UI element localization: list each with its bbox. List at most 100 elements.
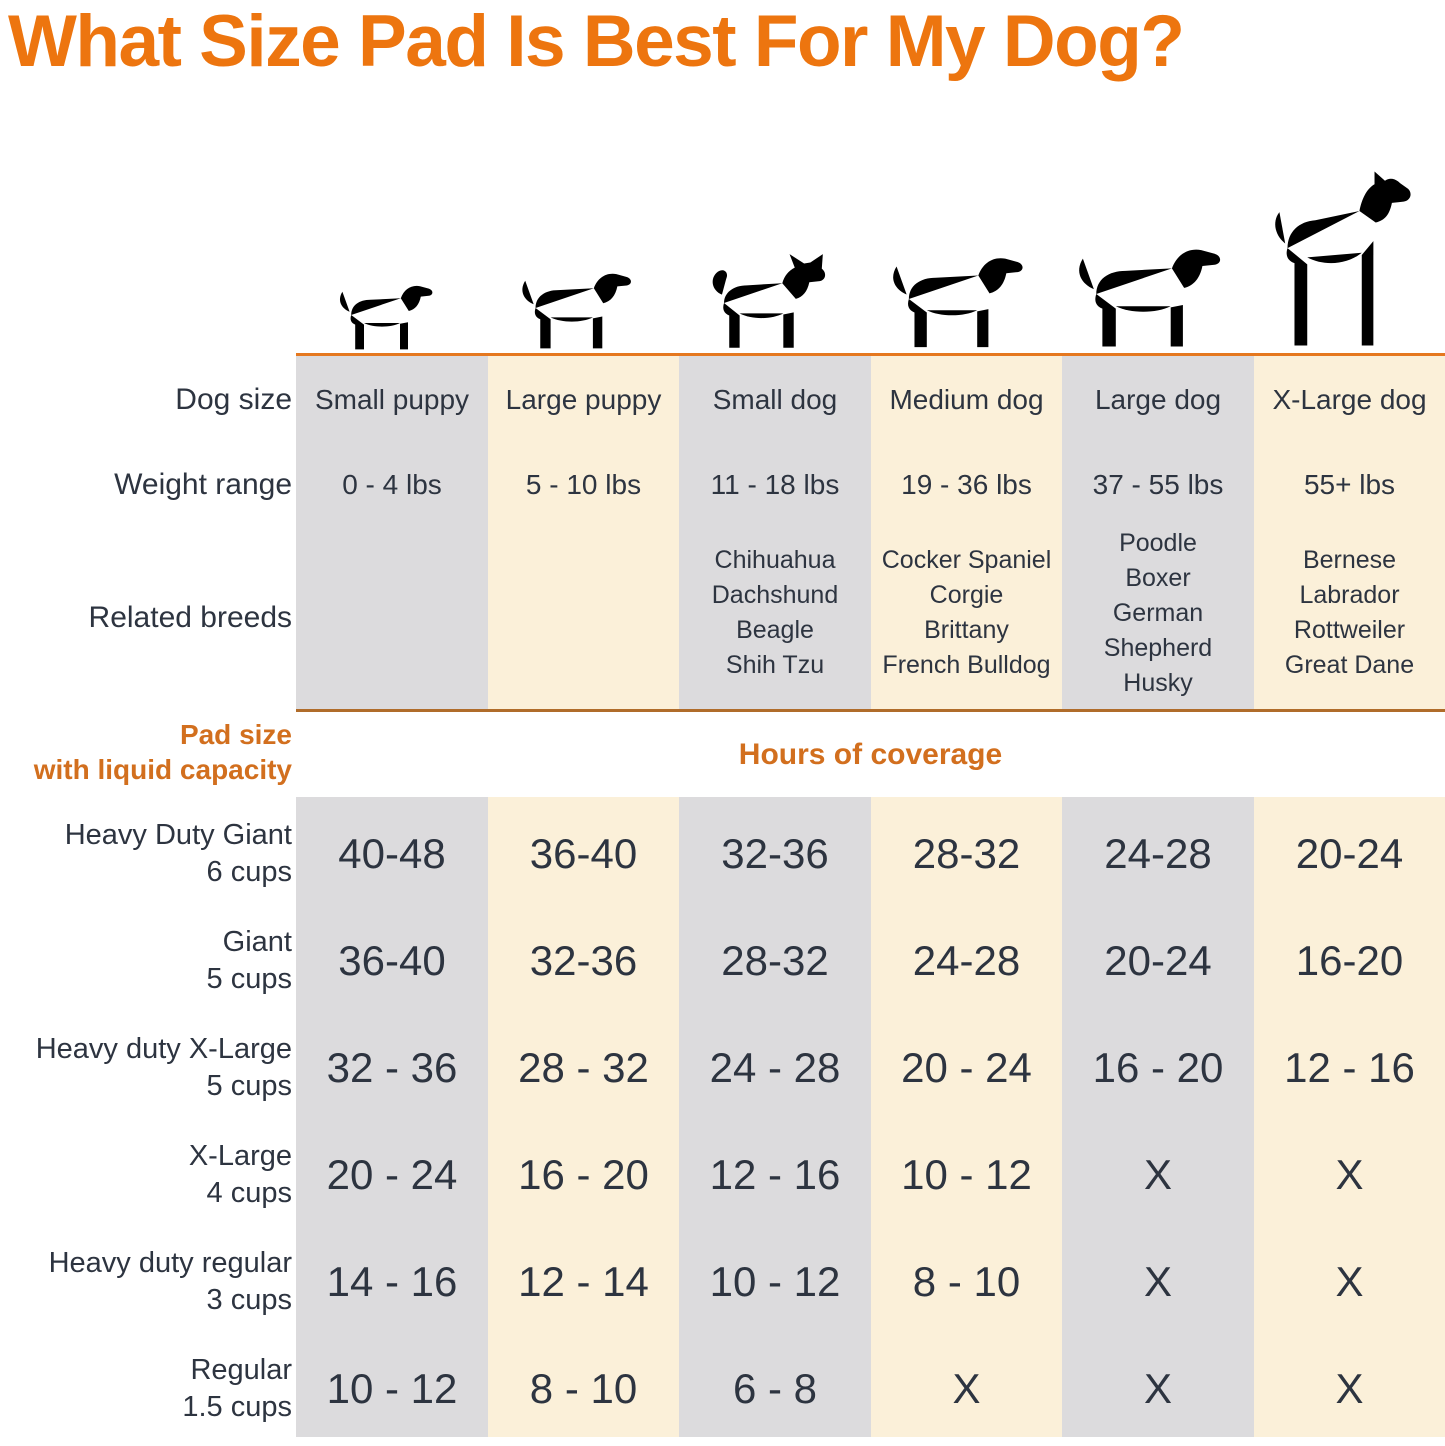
column-bg-medium-dog-data [871,797,1062,1437]
pad-capacity: 4 cups [206,1177,292,1209]
breed: Boxer [1125,563,1191,592]
hours-cell: 36-40 [529,830,638,877]
pad-row-label-giant: Giant 5 cups [0,924,292,998]
breed: Corgie [929,581,1004,609]
hours-cell: X [1143,1151,1172,1198]
column-bg-large-puppy-data [488,797,679,1437]
hours-cell: 12 - 16 [709,1151,841,1198]
hours-cell: 8 - 10 [529,1365,638,1412]
hours-cell: 20-24 [1295,830,1404,877]
pad-capacity: 1.5 cups [182,1391,292,1423]
hours-cell: 10 - 12 [709,1258,841,1305]
pad-row-label-regular: Regular 1.5 cups [0,1352,292,1426]
weight-cell-small-dog: 11 - 18 lbs [710,469,840,500]
column-header-medium-dog: Medium dog [889,384,1044,415]
pad-capacity: 3 cups [206,1284,292,1316]
small-dog-icon [697,251,853,355]
hours-cell: X [1143,1365,1172,1412]
hours-cell: 32-36 [721,830,829,877]
column-header-large-puppy: Large puppy [505,384,662,415]
ground-line [296,353,1445,356]
hours-cell: 32 - 36 [326,1044,458,1091]
x-large-dog-icon [1262,169,1436,355]
breeds-cell-small-dog: Chihuahua Dachshund Beagle Shih Tzu [679,520,871,706]
pad-name: Regular [190,1354,292,1386]
pad-capacity: 6 cups [206,856,292,888]
hours-cell: 8 - 10 [912,1258,1021,1305]
column-bg-large-puppy-header [488,356,679,709]
column-header-small-dog: Small dog [712,384,838,415]
hours-cell: 24-28 [912,937,1021,984]
hours-cell: 10 - 12 [326,1365,458,1412]
breed: Dachshund [711,581,839,609]
breeds-cell-large-dog: Poodle Boxer German Shepherd Husky [1062,515,1254,711]
hours-cell: 28 - 32 [518,1044,649,1091]
hours-cell: 32-36 [529,937,638,984]
breed: Labrador [1299,581,1400,609]
pad-size-label-line2: with liquid capacity [33,754,292,785]
row-header-weight-range: Weight range [114,468,292,501]
section-divider-line [296,709,1445,712]
hours-cell: 28-32 [912,830,1021,877]
breed: Chihuahua [714,546,836,574]
hours-cell: 14 - 16 [326,1258,458,1305]
weight-cell-large-puppy: 5 - 10 lbs [525,469,642,500]
breed: Beagle [736,616,814,644]
hours-cell: 20 - 24 [326,1151,458,1198]
pad-name: Heavy Duty Giant [64,819,292,851]
column-bg-x-large-dog-header [1254,356,1445,709]
hours-cell: X [1335,1151,1364,1198]
page-title: What Size Pad Is Best For My Dog? [8,1,1185,82]
pad-row-label-heavy-duty-regular: Heavy duty regular 3 cups [0,1245,292,1319]
hours-cell: X [1335,1365,1364,1412]
weight-cell-large-dog: 37 - 55 lbs [1092,469,1224,500]
pad-name: Giant [222,926,292,958]
hours-cell: 16-20 [1295,937,1404,984]
column-bg-small-dog-header [679,356,871,709]
breed: Shih Tzu [725,651,825,679]
medium-dog-icon [882,243,1050,355]
breed: Great Dane [1284,651,1415,679]
hours-cell: 40-48 [338,830,446,877]
row-header-related-breeds: Related breeds [88,601,292,634]
breeds-cell-medium-dog: Cocker Spaniel Corgie Brittany French Bu… [871,520,1062,706]
column-header-small-puppy: Small puppy [314,384,470,415]
pad-size-label-line1: Pad size [179,719,292,750]
column-bg-large-dog-header [1062,356,1254,709]
pad-capacity: 5 cups [206,1070,292,1102]
hours-cell: 16 - 20 [1092,1044,1224,1091]
breed: Rottweiler [1293,616,1406,644]
hours-cell: 24 - 28 [709,1044,841,1091]
pad-size-section-label: Pad size with liquid capacity [0,717,292,787]
hours-cell: 10 - 12 [901,1151,1032,1198]
breed: German Shepherd [1103,598,1213,662]
breed: Poodle [1119,528,1197,557]
hours-cell: X [1335,1258,1364,1305]
pad-name: Heavy duty regular [48,1247,292,1279]
breed: Cocker Spaniel [881,546,1052,574]
breed: Brittany [924,616,1009,644]
column-bg-x-large-dog-data [1254,797,1445,1437]
large-puppy-dog-icon [513,261,654,355]
column-bg-small-dog-data [679,797,871,1437]
hours-cell: 6 - 8 [732,1365,818,1412]
pad-row-label-x-large: X-Large 4 cups [0,1138,292,1212]
hours-cell: 20 - 24 [901,1044,1032,1091]
hours-cell: 36-40 [338,937,446,984]
weight-cell-small-puppy: 0 - 4 lbs [342,469,442,500]
hours-cell: 12 - 16 [1284,1044,1415,1091]
small-puppy-dog-icon [332,275,452,355]
column-bg-large-dog-data [1062,797,1254,1437]
pad-name: X-Large [188,1140,292,1172]
pad-row-label-heavy-duty-x-large: Heavy duty X-Large 5 cups [0,1031,292,1105]
pad-capacity: 5 cups [206,963,292,995]
breed: French Bulldog [882,651,1051,679]
column-bg-small-puppy-data [296,797,488,1437]
hours-cell: 24-28 [1104,830,1212,877]
large-dog-icon [1067,233,1250,355]
pad-row-label-heavy-duty-giant: Heavy Duty Giant 6 cups [0,817,292,891]
hours-cell: X [1143,1258,1172,1305]
hours-cell: 16 - 20 [518,1151,649,1198]
pad-name: Heavy duty X-Large [35,1033,292,1065]
